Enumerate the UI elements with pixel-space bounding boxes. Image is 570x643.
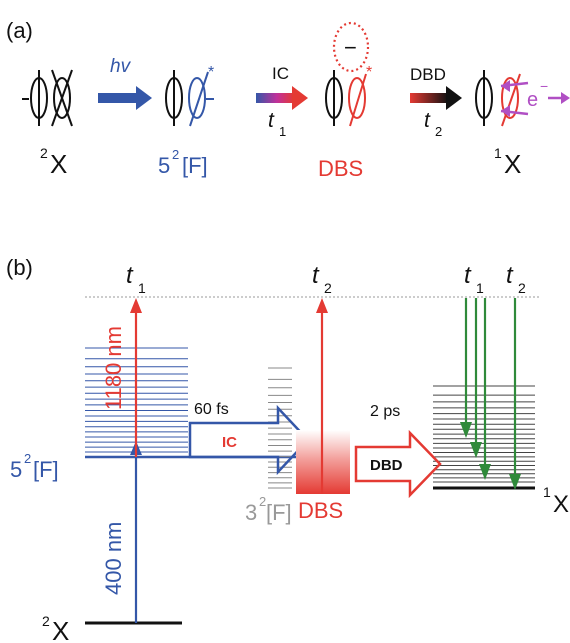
time-60fs-label: 60 fs bbox=[194, 401, 229, 418]
ic-arrow bbox=[256, 86, 308, 110]
state-5f-text: [F] bbox=[182, 153, 208, 178]
ic-arrow-label: IC bbox=[222, 434, 237, 451]
dbd-arrow-label: DBD bbox=[370, 457, 403, 474]
t1-top-sub: 1 bbox=[138, 280, 146, 296]
state-2x-sup: 2 bbox=[40, 145, 48, 161]
molecule-1x-icon bbox=[475, 70, 521, 127]
time-2ps-label: 2 ps bbox=[370, 403, 400, 420]
orbital-minus: − bbox=[344, 35, 357, 60]
molecule-5f-icon bbox=[165, 70, 214, 127]
t2-top-label: t bbox=[312, 262, 320, 289]
electron-sup: − bbox=[540, 78, 548, 94]
hv-arrow bbox=[98, 86, 152, 110]
ic-t1-label: t bbox=[268, 109, 275, 132]
electron-arrowhead-bottom bbox=[501, 105, 510, 117]
level-dbs-label: DBS bbox=[298, 498, 343, 523]
detached-orbital-icon bbox=[332, 21, 370, 73]
dbd-arrow bbox=[410, 86, 462, 110]
dbd-t2-label: t bbox=[424, 109, 431, 132]
t2-probe-arrowhead bbox=[316, 298, 328, 313]
molecule-2x-icon bbox=[22, 69, 73, 127]
panel-a-label: (a) bbox=[6, 18, 33, 43]
state-1x-sup: 1 bbox=[494, 145, 502, 161]
ic-hollow-arrow bbox=[188, 404, 310, 476]
state-dbs-label: DBS bbox=[318, 156, 363, 181]
t2-right-sub: 2 bbox=[518, 280, 526, 296]
state-5f-prefix: 5 bbox=[158, 153, 170, 178]
green-emission-arrows bbox=[464, 298, 517, 476]
t1-top-label: t bbox=[126, 262, 134, 289]
star-5f: * bbox=[208, 64, 214, 81]
t1-right-label: t bbox=[464, 262, 472, 289]
dbd-t2-sub: 2 bbox=[435, 124, 442, 139]
state-1x-text: X bbox=[504, 149, 521, 179]
probe-arrowhead bbox=[130, 298, 142, 313]
green-arrowheads bbox=[460, 422, 521, 490]
state-5f-sup: 2 bbox=[172, 147, 179, 162]
t2-right-label: t bbox=[506, 262, 514, 289]
hv-label: hv bbox=[110, 56, 132, 77]
t2-top-sub: 2 bbox=[324, 280, 332, 296]
level-5f-sup: 2 bbox=[24, 451, 31, 466]
dbd-hollow-arrow bbox=[354, 429, 442, 499]
level-3f-sup: 2 bbox=[259, 494, 266, 509]
level-1x-text: X bbox=[553, 491, 569, 518]
dbd-label: DBD bbox=[410, 65, 446, 84]
electron-label: e bbox=[527, 89, 538, 111]
level-3f-text: [F] bbox=[266, 500, 292, 525]
level-5f-text: [F] bbox=[33, 457, 59, 482]
wavelength-400-label: 400 nm bbox=[101, 522, 126, 595]
panel-b-label: (b) bbox=[6, 255, 33, 280]
ic-label: IC bbox=[272, 64, 289, 83]
level-2x-text: X bbox=[52, 616, 69, 643]
t1-right-sub: 1 bbox=[476, 280, 484, 296]
electron-arrowhead-right bbox=[561, 92, 570, 104]
electron-arrowhead-top bbox=[501, 80, 510, 92]
level-1x-sup: 1 bbox=[543, 484, 551, 500]
molecule-dbs-icon bbox=[325, 70, 367, 127]
state-2x-text: X bbox=[50, 149, 67, 179]
ic-t1-sub: 1 bbox=[279, 124, 286, 139]
wavelength-1180-label: 1180 nm bbox=[101, 326, 126, 410]
level-5f-prefix: 5 bbox=[10, 457, 22, 482]
star-dbs: * bbox=[366, 64, 372, 81]
level-2x-sup: 2 bbox=[42, 613, 50, 629]
level-3f-prefix: 3 bbox=[245, 500, 257, 525]
